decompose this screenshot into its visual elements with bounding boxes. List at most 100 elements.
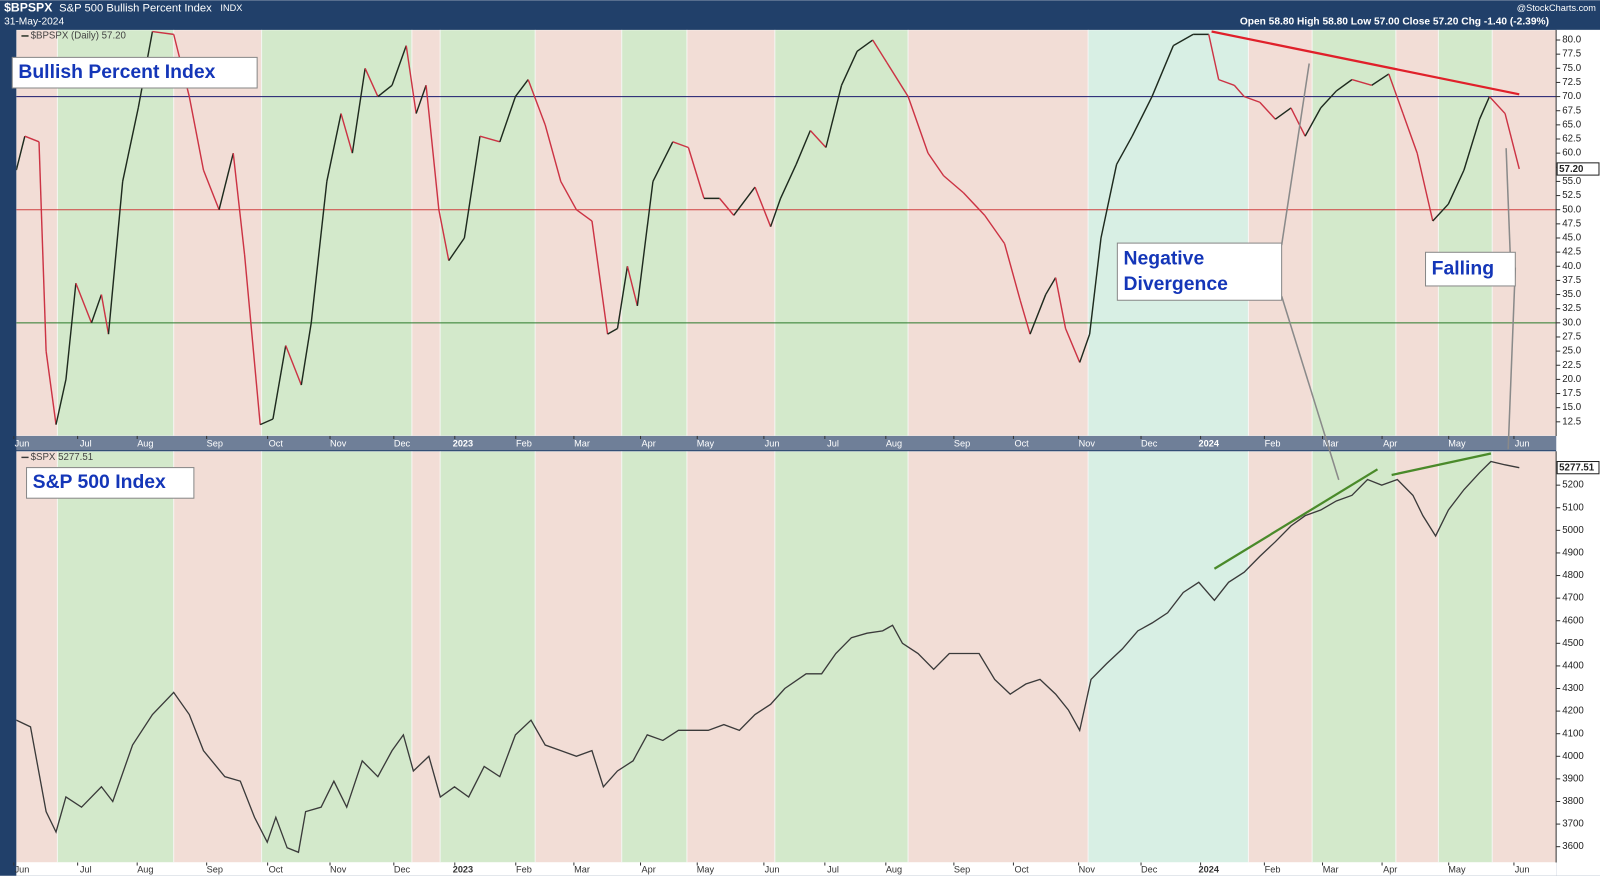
legend-label: $SPX 5277.51 — [31, 452, 93, 463]
y-tick-label: 37.5 — [1562, 275, 1581, 286]
line-segment — [779, 164, 797, 199]
line-segment — [463, 136, 481, 239]
x-tick-label: Dec — [394, 439, 411, 449]
signal-band — [411, 451, 441, 863]
x-tick-label: Dec — [394, 865, 411, 875]
x-tick-label: Jul — [80, 439, 92, 449]
y-tick-label: 32.5 — [1562, 303, 1581, 314]
x-tick-label: Jul — [80, 865, 92, 875]
last-value-label: 57.20 — [1559, 164, 1583, 175]
line-segment — [1259, 101, 1276, 120]
y-tick-label: 80.0 — [1562, 35, 1581, 46]
signal-band — [1247, 29, 1313, 436]
line-segment — [479, 135, 501, 143]
line-segment — [591, 220, 609, 335]
y-tick-label: 40.0 — [1562, 261, 1581, 272]
line-segment — [984, 214, 1006, 245]
symbol: $BPSPX — [4, 1, 53, 15]
line-segment — [100, 294, 110, 335]
credit: @StockCharts.com — [1517, 3, 1596, 13]
line-segment — [272, 345, 287, 420]
y-tick-label: 4700 — [1562, 593, 1584, 604]
x-tick-label: Jun — [15, 865, 30, 875]
y-tick-label: 15.0 — [1562, 402, 1581, 413]
signal-band — [1395, 451, 1439, 863]
x-tick-label: May — [1448, 439, 1466, 449]
annotation-box — [26, 467, 195, 499]
x-tick-label: Oct — [1014, 865, 1029, 875]
y-tick-label: 4300 — [1562, 683, 1584, 694]
pointer — [1280, 63, 1310, 246]
pointer — [1505, 148, 1511, 254]
line-segment — [438, 209, 450, 261]
plot-area — [16, 29, 1557, 436]
y-tick-label: 4200 — [1562, 706, 1584, 717]
signal-band — [907, 451, 1089, 863]
x-tick-label: Jun — [1515, 865, 1530, 875]
line-segment — [1131, 96, 1153, 137]
line-segment — [1416, 152, 1434, 222]
line-segment — [300, 322, 312, 386]
x-tick-label: Sep — [954, 865, 970, 875]
x-tick-label: Apr — [642, 865, 656, 875]
x-tick-label: Sep — [954, 439, 970, 449]
annotation: Falling — [1432, 258, 1494, 280]
line-segment — [733, 186, 756, 216]
line-segment — [672, 141, 689, 149]
line-segment — [1088, 237, 1102, 335]
last-value-box — [1556, 461, 1600, 475]
x-tick-label: Feb — [1265, 865, 1281, 875]
line-segment — [616, 266, 629, 329]
annotation-box — [1425, 251, 1516, 287]
signal-band — [173, 451, 263, 863]
x-tick-label: May — [1448, 865, 1466, 875]
y-tick-label: 50.0 — [1562, 204, 1581, 215]
line-segment — [1172, 33, 1194, 47]
annotations: Bullish Percent Index Negative Divergenc… — [11, 56, 1517, 499]
line-segment — [1115, 135, 1133, 165]
last-value-label: 5277.51 — [1559, 463, 1595, 474]
x-tick-label: Oct — [269, 865, 284, 875]
line-segment — [1233, 84, 1245, 98]
annotation: Divergence — [1123, 273, 1228, 295]
signal-band — [16, 29, 58, 436]
y-tick-label: 42.5 — [1562, 247, 1581, 258]
pointer — [1280, 295, 1340, 481]
signal-band — [16, 451, 58, 863]
line-segment — [1100, 164, 1118, 239]
x-tick-label: Jun — [765, 865, 780, 875]
line-segment — [719, 197, 735, 216]
line-segment — [687, 147, 705, 199]
y-tick-label: 4400 — [1562, 660, 1584, 671]
line-segment — [886, 62, 909, 97]
annotation: Bullish Percent Index — [18, 61, 215, 83]
y-tick-label: 5200 — [1562, 480, 1584, 491]
line-segment — [1218, 78, 1235, 86]
line-segment — [1208, 34, 1220, 80]
line-segment — [575, 209, 593, 222]
y-tick-label: 60.0 — [1562, 148, 1581, 159]
y-tick-label: 4600 — [1562, 615, 1584, 626]
x-tick-label: Nov — [1079, 439, 1096, 449]
x-tick-label: Mar — [1323, 865, 1339, 875]
line-segment — [364, 68, 379, 97]
y-tick-label: 45.0 — [1562, 233, 1581, 244]
line-segment — [1488, 96, 1506, 115]
x-tick-label: Nov — [1079, 865, 1096, 875]
y-tick-label: 52.5 — [1562, 190, 1581, 201]
line-segment — [769, 198, 782, 227]
y-tick-label: 65.0 — [1562, 119, 1581, 130]
line-segment — [310, 181, 328, 323]
x-tick-label: Oct — [269, 439, 284, 449]
x-tick-label: Apr — [1383, 439, 1397, 449]
y-tick-label: 67.5 — [1562, 105, 1581, 116]
y-tick-label: 3800 — [1562, 796, 1584, 807]
signal-band — [774, 29, 909, 436]
line-segment — [907, 96, 929, 154]
line-segment — [425, 85, 440, 210]
line-segment — [24, 135, 40, 143]
x-tick-label: 2024 — [1199, 439, 1220, 449]
line-segment — [16, 136, 26, 171]
line-segment — [377, 84, 393, 98]
line-segment — [1079, 333, 1091, 363]
